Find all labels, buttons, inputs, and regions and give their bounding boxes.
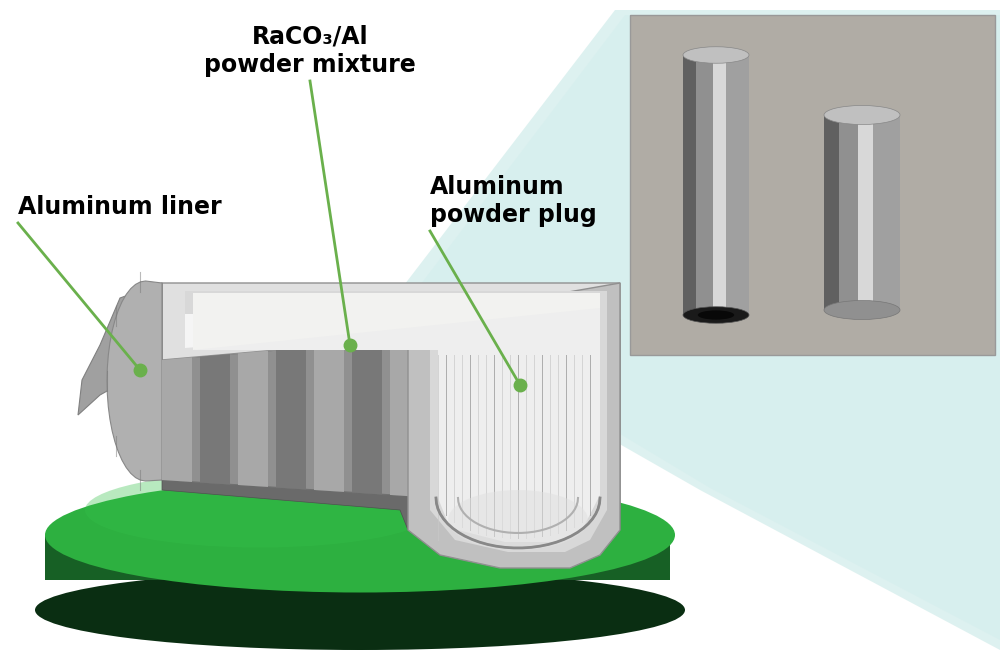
Ellipse shape xyxy=(45,478,675,593)
Ellipse shape xyxy=(85,473,435,547)
Polygon shape xyxy=(78,283,162,415)
Polygon shape xyxy=(276,347,306,489)
Polygon shape xyxy=(193,293,600,350)
Polygon shape xyxy=(107,281,162,481)
Polygon shape xyxy=(580,321,610,510)
Bar xyxy=(630,15,995,355)
Polygon shape xyxy=(696,55,713,315)
Polygon shape xyxy=(726,55,749,315)
Ellipse shape xyxy=(683,47,749,63)
Polygon shape xyxy=(162,480,620,567)
Polygon shape xyxy=(542,324,572,507)
Polygon shape xyxy=(195,293,600,542)
Polygon shape xyxy=(45,535,670,580)
Polygon shape xyxy=(200,354,230,484)
Polygon shape xyxy=(713,55,726,315)
Ellipse shape xyxy=(824,300,900,320)
Text: Aluminum: Aluminum xyxy=(430,175,565,199)
Bar xyxy=(630,15,995,355)
Ellipse shape xyxy=(698,311,734,320)
Polygon shape xyxy=(185,291,607,552)
Polygon shape xyxy=(162,283,620,360)
Ellipse shape xyxy=(448,490,588,550)
Ellipse shape xyxy=(683,307,749,323)
Ellipse shape xyxy=(824,105,900,125)
Text: powder mixture: powder mixture xyxy=(204,53,416,77)
Polygon shape xyxy=(238,351,268,487)
Text: powder plug: powder plug xyxy=(430,203,597,227)
Polygon shape xyxy=(314,344,344,492)
Polygon shape xyxy=(408,283,620,568)
Text: Aluminum liner: Aluminum liner xyxy=(18,195,222,219)
Polygon shape xyxy=(385,10,1000,650)
Polygon shape xyxy=(185,291,607,348)
Polygon shape xyxy=(824,115,839,310)
Polygon shape xyxy=(839,115,858,310)
Polygon shape xyxy=(352,341,382,495)
Text: RaCO₃/Al: RaCO₃/Al xyxy=(252,25,368,49)
Polygon shape xyxy=(162,320,620,510)
Polygon shape xyxy=(466,331,496,502)
Ellipse shape xyxy=(35,570,685,650)
Polygon shape xyxy=(405,15,1000,640)
Polygon shape xyxy=(390,337,420,497)
Polygon shape xyxy=(504,328,534,504)
Polygon shape xyxy=(873,115,900,310)
Polygon shape xyxy=(858,115,873,310)
Polygon shape xyxy=(428,334,458,499)
Polygon shape xyxy=(162,358,192,482)
Polygon shape xyxy=(683,55,696,315)
